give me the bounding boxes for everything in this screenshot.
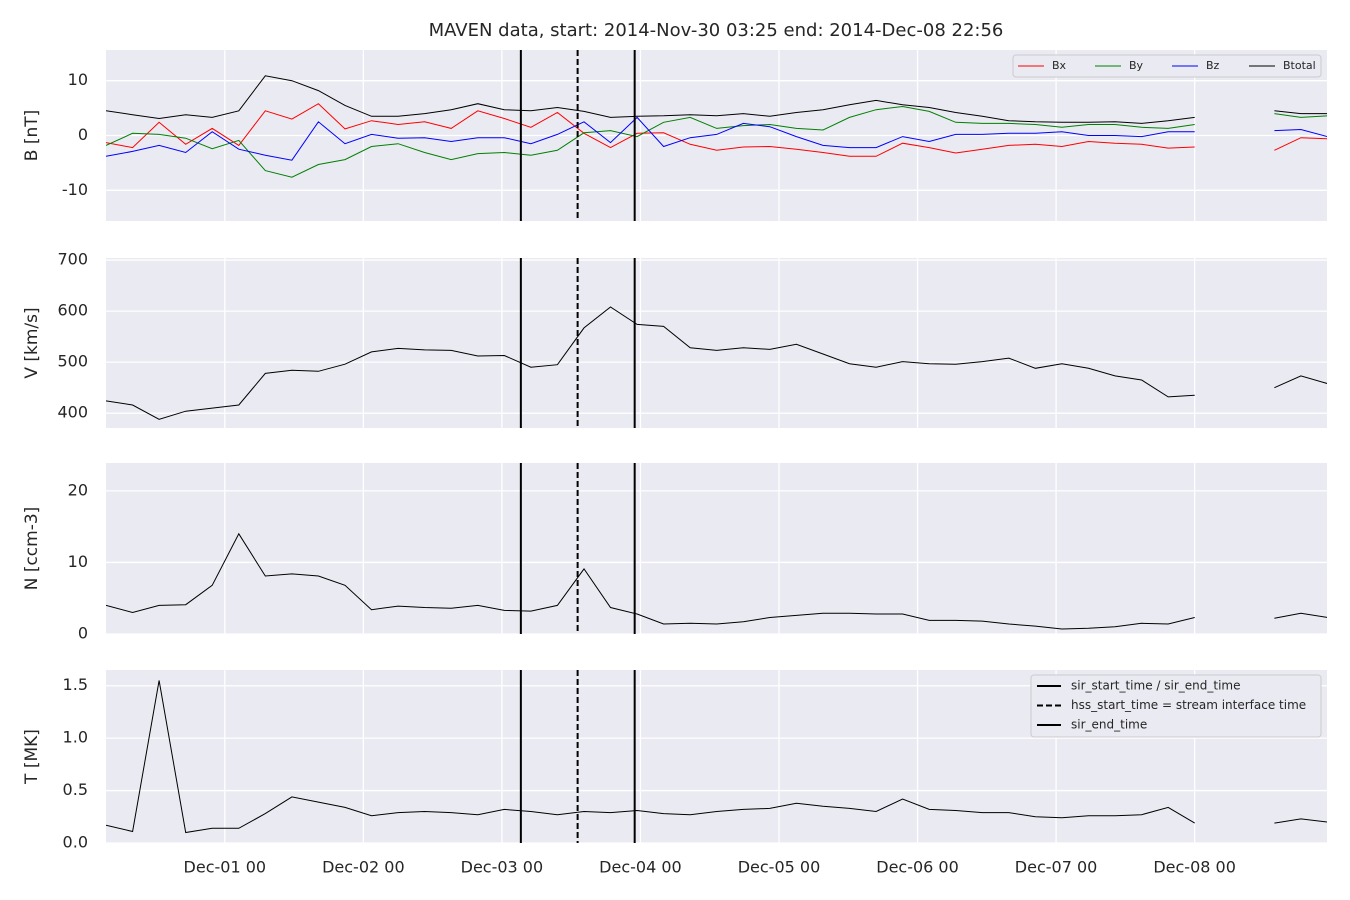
x-tick-label: Dec-03 00 — [461, 858, 544, 877]
x-tick-label: Dec-05 00 — [738, 858, 821, 877]
y-axis-label: B [nT] — [22, 110, 42, 162]
x-tick-label: Dec-07 00 — [1015, 858, 1098, 877]
x-tick-label: Dec-02 00 — [322, 858, 405, 877]
y-axis-label: N [ccm-3] — [22, 507, 42, 591]
y-tick-label: 0 — [78, 125, 88, 144]
y-tick-label: 0 — [78, 624, 88, 643]
legend-label: sir_end_time — [1071, 718, 1147, 732]
y-axis-label: V [km/s] — [22, 307, 42, 378]
y-tick-label: 1.5 — [63, 675, 88, 694]
legend-label: Bx — [1052, 59, 1067, 72]
x-tick-label: Dec-06 00 — [876, 858, 959, 877]
plot-background — [106, 258, 1327, 428]
y-tick-label: -10 — [62, 180, 88, 199]
x-tick-label: Dec-01 00 — [184, 858, 267, 877]
y-tick-label: 10 — [68, 552, 88, 571]
legend-box — [1012, 54, 1322, 78]
plot-background — [106, 463, 1327, 634]
y-tick-label: 20 — [68, 480, 88, 499]
y-axis-label: T [MK] — [22, 729, 42, 785]
x-tick-label: Dec-04 00 — [599, 858, 682, 877]
data-line — [106, 532, 1327, 630]
data-line — [106, 680, 1327, 834]
y-tick-label: 400 — [57, 403, 88, 422]
y-tick-label: 600 — [57, 301, 88, 320]
y-tick-label: 10 — [68, 70, 88, 89]
y-tick-label: 0.5 — [63, 780, 88, 799]
y-tick-label: 500 — [57, 352, 88, 371]
legend-label: hss_start_time = stream interface time — [1071, 698, 1306, 712]
data-line — [106, 116, 1327, 161]
data-line — [106, 306, 1327, 420]
data-line — [106, 103, 1327, 157]
y-tick-label: 1.0 — [63, 728, 88, 747]
y-tick-label: 700 — [57, 250, 88, 269]
x-tick-label: Dec-08 00 — [1153, 858, 1236, 877]
legend-box — [1030, 674, 1322, 738]
legend-label: Bz — [1206, 59, 1220, 72]
legend-label: Btotal — [1283, 59, 1316, 72]
data-line — [106, 75, 1327, 124]
y-tick-label: 0.0 — [63, 833, 88, 852]
chart-title: MAVEN data, start: 2014-Nov-30 03:25 end… — [429, 20, 1004, 41]
legend-label: By — [1129, 59, 1144, 72]
data-line — [106, 105, 1327, 178]
legend-label: sir_start_time / sir_end_time — [1071, 679, 1241, 693]
